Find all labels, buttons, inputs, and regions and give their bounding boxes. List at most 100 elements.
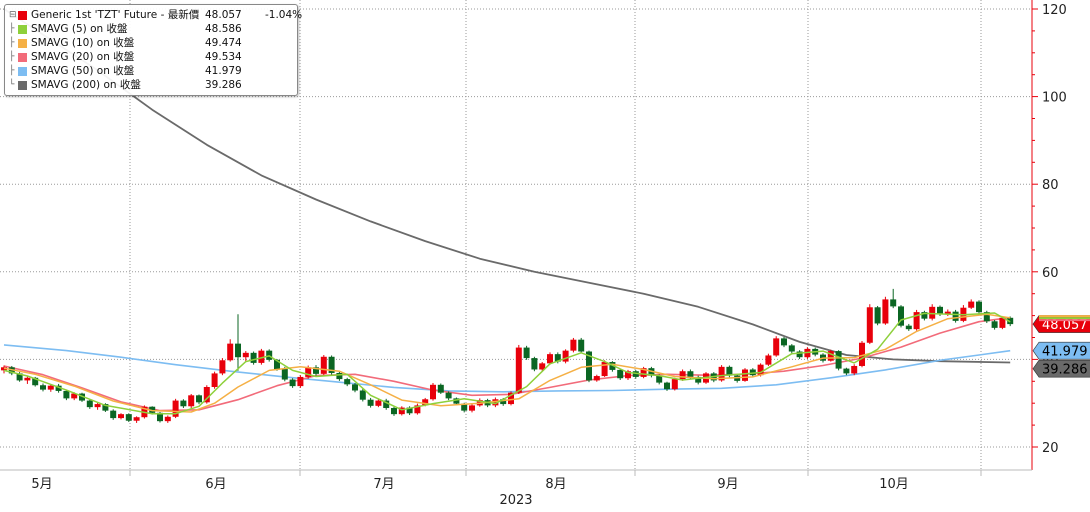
candle-body (258, 350, 265, 363)
legend-value: 49.534 (205, 51, 242, 63)
candle-body (157, 412, 163, 422)
candle-body (102, 404, 109, 411)
candle-body (227, 343, 234, 361)
candle-body (430, 384, 436, 400)
y-tick-label: 100 (1042, 91, 1067, 106)
candle-body (164, 416, 171, 422)
candle-body (383, 400, 390, 409)
x-tick-label: 6月 (205, 477, 226, 492)
candle-body (219, 360, 226, 374)
legend-label: Generic 1st 'TZT' Future - 最新價 (31, 9, 200, 21)
tree-branch-icon: ├ (9, 66, 15, 76)
candle-body (250, 352, 257, 363)
candle-body (664, 382, 670, 390)
candle-body (578, 339, 585, 352)
candle-body (640, 368, 647, 377)
candle-body (63, 390, 70, 399)
series-swatch (18, 53, 27, 62)
candle-body (851, 365, 858, 374)
tree-branch-icon: └ (9, 80, 15, 90)
legend-item-price: ⊟ Generic 1st 'TZT' Future - 最新價 48.057 … (9, 9, 302, 22)
candle-body (601, 362, 608, 377)
y-tick-label: 60 (1042, 266, 1059, 281)
candle-body (352, 384, 358, 391)
candle-body (422, 399, 429, 406)
candle-body (976, 301, 982, 313)
y-tick-label: 20 (1042, 441, 1059, 456)
smavg-10-line (3, 313, 1011, 413)
x-tick-label: 8月 (545, 477, 566, 492)
candle-body (859, 342, 865, 366)
candle-body (656, 375, 663, 383)
candle-body (765, 355, 772, 365)
candle-body (461, 403, 468, 411)
legend-item-smavg-5: ├ SMAVG (5) on 收盤 48.586 (9, 23, 293, 36)
candle-body (617, 369, 624, 379)
candle-body (437, 384, 444, 393)
candle-body (968, 301, 975, 308)
candle-body (172, 400, 179, 417)
candle-body (398, 407, 405, 415)
axis-value-tag-label: 48.057 (1042, 318, 1088, 333)
candle-body (531, 358, 538, 370)
candle-body (632, 371, 639, 377)
tree-collapse-icon[interactable]: ⊟ (9, 10, 17, 20)
candle-body (79, 393, 85, 401)
legend-item-smavg-50: ├ SMAVG (50) on 收盤 41.979 (9, 65, 293, 78)
candle-body (515, 347, 522, 393)
candle-body (375, 400, 382, 406)
y-tick-label: 120 (1042, 3, 1067, 18)
series-swatch (18, 81, 27, 90)
candle-body (281, 369, 288, 380)
candle-body (47, 385, 54, 390)
candle-body (391, 408, 397, 415)
candle-body (773, 338, 780, 356)
candle-body (866, 307, 873, 343)
candle-body (313, 367, 319, 374)
legend-change: -1.04% (265, 9, 303, 21)
candle-body (453, 398, 460, 404)
candle-body (289, 379, 296, 387)
candle-body (125, 414, 132, 421)
candle-body (539, 363, 546, 370)
candle-body (593, 376, 600, 381)
candle-body (344, 379, 351, 385)
tree-branch-icon: ├ (9, 24, 15, 34)
candle-body (336, 372, 343, 380)
candle-body (695, 376, 702, 383)
candle-body (133, 417, 140, 421)
candle-body (500, 399, 507, 405)
candle-body (445, 392, 452, 399)
x-tick-label: 7月 (373, 477, 394, 492)
candle-body (781, 338, 787, 346)
candle-body (86, 400, 93, 408)
candle-body (796, 351, 803, 358)
candle-body (71, 393, 78, 399)
axis-value-tag-label: 41.979 (1042, 345, 1088, 360)
candle-body (235, 343, 241, 358)
y-tick-label: 80 (1042, 178, 1059, 193)
candle-body (890, 299, 897, 307)
legend-label: SMAVG (5) on 收盤 (31, 23, 128, 35)
candle-body (554, 354, 561, 362)
candle-body (32, 377, 39, 386)
candle-body (726, 366, 733, 376)
legend-label: SMAVG (200) on 收盤 (31, 79, 141, 91)
candle-body (40, 385, 46, 390)
candle-body (937, 306, 943, 315)
candle-body (149, 406, 156, 413)
candle-body (110, 410, 117, 419)
x-axis-label: 2023 (499, 493, 532, 508)
candle-body (359, 390, 366, 400)
smavg-5-line (3, 312, 1011, 415)
candle-body (843, 368, 850, 374)
candle-body (274, 359, 280, 370)
axis-value-tag (1032, 341, 1090, 360)
candle-body (242, 352, 249, 358)
series-swatch (18, 11, 27, 20)
candle-body (757, 364, 764, 376)
legend-item-smavg-10: ├ SMAVG (10) on 收盤 49.474 (9, 37, 293, 50)
candle-body (320, 356, 327, 374)
legend-label: SMAVG (50) on 收盤 (31, 65, 135, 77)
